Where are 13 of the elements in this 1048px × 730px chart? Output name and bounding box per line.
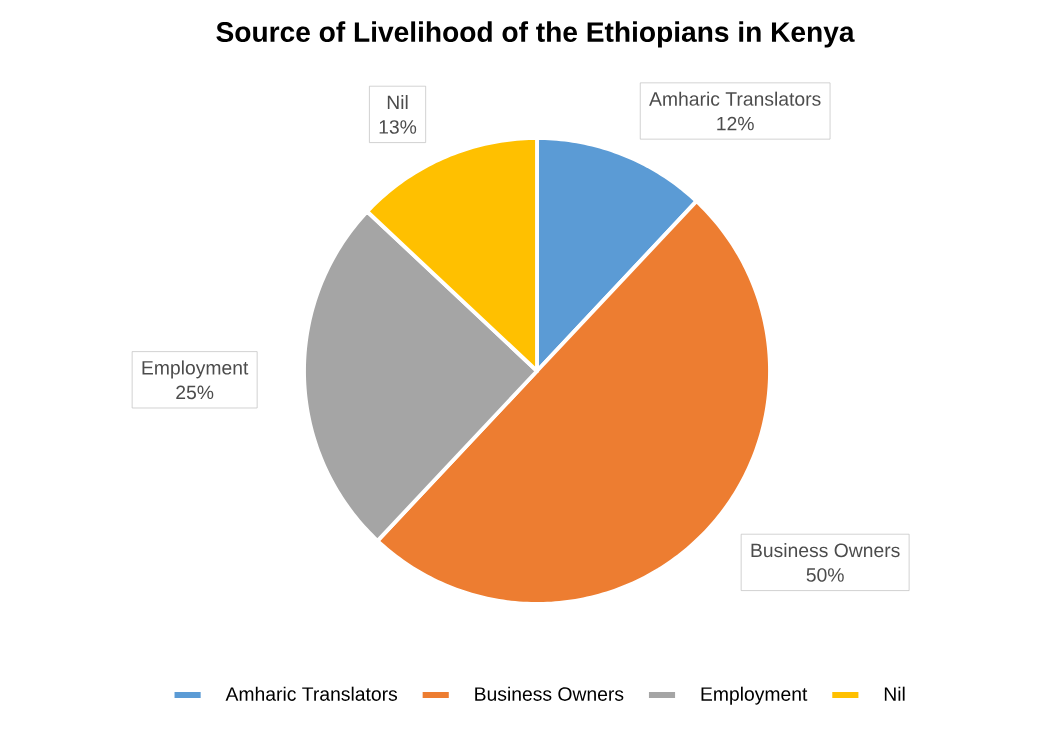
chart-title: Source of Livelihood of the Ethiopians in Kenya xyxy=(216,21,855,48)
slice-label: Amharic Translators xyxy=(649,91,821,106)
slice-label: Business Owners xyxy=(751,543,900,558)
slice-label: Employment xyxy=(142,360,249,379)
data-label: 13% xyxy=(379,120,417,134)
legend-label: Nil xyxy=(884,686,905,701)
legend-label: Amharic Translators xyxy=(225,686,398,701)
data-label: 12% xyxy=(717,116,754,131)
legend-label: Employment xyxy=(701,686,808,705)
data-label: 25% xyxy=(176,385,214,400)
slice-label: Nil xyxy=(387,95,408,110)
legend-label: Business Owners xyxy=(475,686,624,701)
data-label: 50% xyxy=(806,568,844,582)
